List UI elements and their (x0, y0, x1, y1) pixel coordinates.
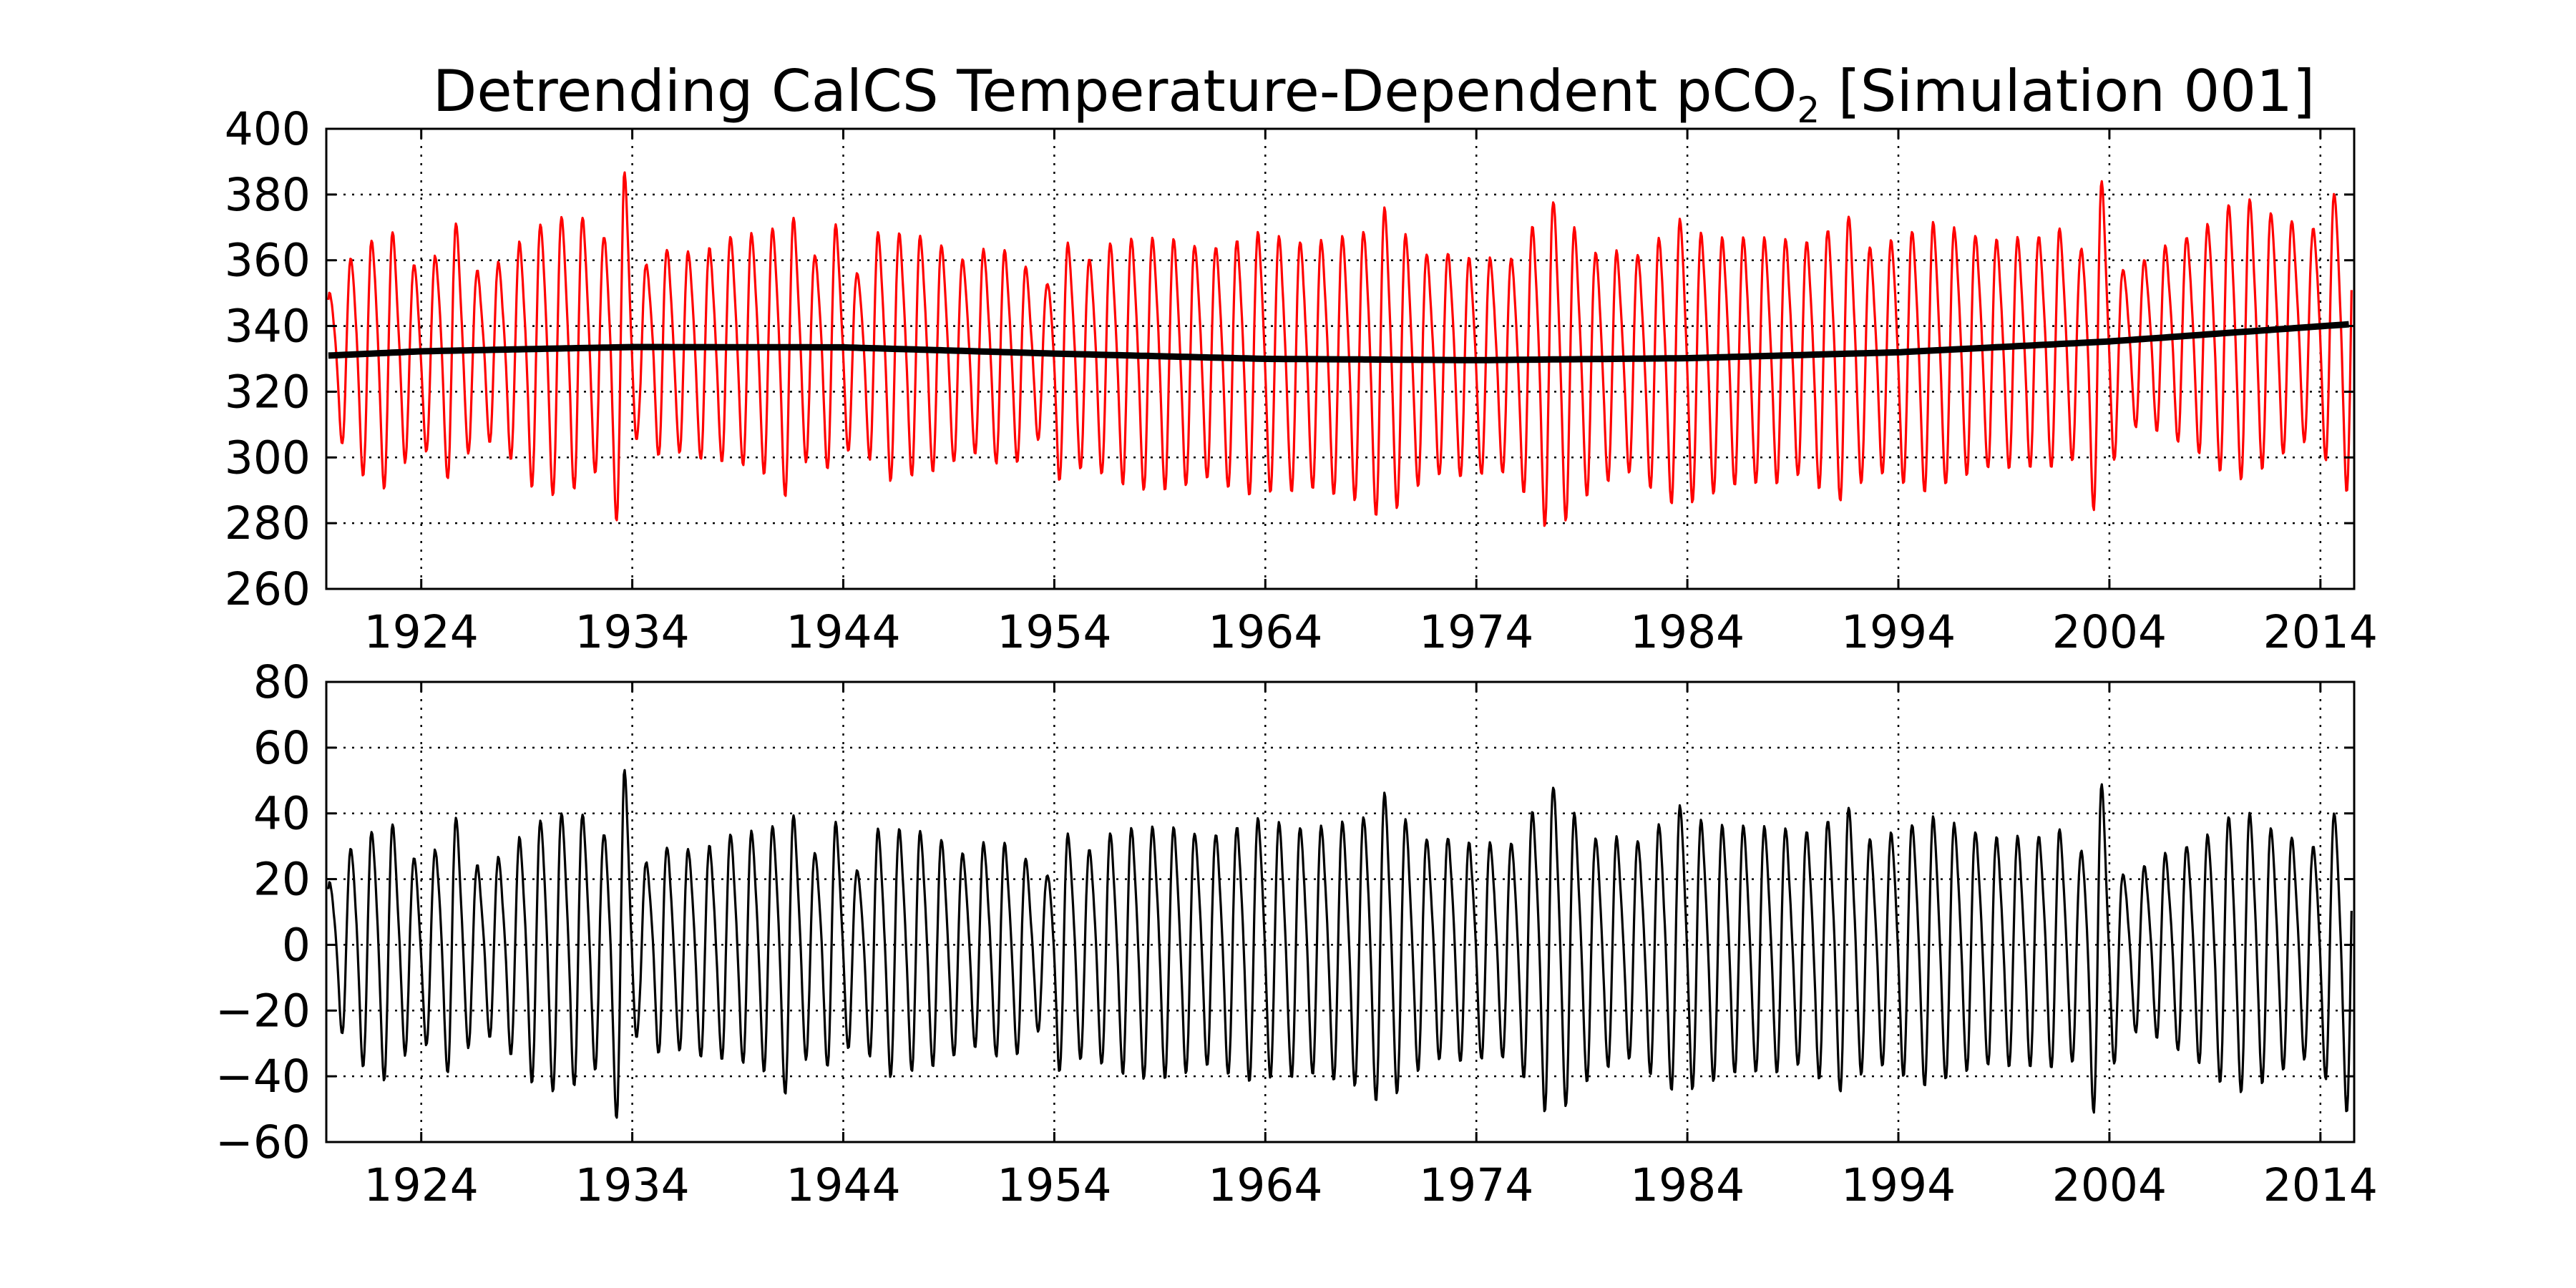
top-y-tick-label: 260 (225, 563, 311, 615)
bottom-y-tick-label: 40 (253, 788, 311, 840)
top-y-tick-label: 360 (225, 235, 311, 287)
bottom-x-tick-label: 1964 (1208, 1159, 1322, 1211)
top-plot-frame (325, 127, 2356, 590)
top-panel: 1924 1934 1944 1954 1964 1974 1984 1994 2004 2014… (225, 103, 2378, 658)
bottom-series-line-0 (327, 769, 2353, 1119)
bottom-x-tick-label: 1924 (364, 1159, 479, 1211)
bottom-x-tick-label: 2004 (2052, 1159, 2167, 1211)
top-x-tick-label: 1964 (1208, 606, 1322, 658)
top-x-tick-label: 1974 (1419, 606, 1533, 658)
bottom-y-tick-label: 80 (253, 656, 311, 708)
top-series-line-1 (328, 321, 2349, 364)
top-y-tick-label: 300 (225, 431, 311, 484)
bottom-y-tick-label: 0 (282, 919, 311, 971)
bottom-panel: 1924 1934 1944 1954 1964 1974 1984 1994 2004 2014… (215, 656, 2378, 1211)
top-x-tick-label: 1934 (575, 606, 689, 658)
top-y-tick-label: 400 (225, 103, 311, 155)
bottom-y-tick-label: −20 (215, 985, 311, 1037)
chart-title-subscript: 2 (1797, 89, 1820, 131)
top-x-tick-label: 1944 (786, 606, 900, 658)
top-x-tick-label: 2004 (2052, 606, 2167, 658)
bottom-x-tick-label: 1974 (1419, 1159, 1533, 1211)
top-y-tick-label: 280 (225, 497, 311, 550)
chart-title-main: Detrending CalCS Temperature-Dependent p… (433, 58, 1797, 125)
bottom-y-tick-label: −60 (215, 1116, 311, 1169)
top-y-tick-label: 320 (225, 366, 311, 418)
bottom-x-tick-label: 1954 (997, 1159, 1111, 1211)
bottom-x-tick-label: 1934 (575, 1159, 689, 1211)
top-x-tick-label: 1984 (1630, 606, 1745, 658)
bottom-x-tick-label: 1994 (1841, 1159, 1956, 1211)
top-y-tick-label: 340 (225, 301, 311, 353)
top-x-tick-label: 1994 (1841, 606, 1956, 658)
chart-title: Detrending CalCS Temperature-Dependent p… (433, 58, 2316, 131)
bottom-y-tick-label: −40 (215, 1050, 311, 1103)
top-y-tick-label: 380 (225, 169, 311, 221)
bottom-y-tick-label: 60 (253, 722, 311, 774)
bottom-x-tick-label: 1944 (786, 1159, 900, 1211)
bottom-plot-frame (325, 680, 2356, 1143)
top-x-tick-label: 1954 (997, 606, 1111, 658)
top-series-line-0 (327, 171, 2353, 527)
chart-title-suffix: [Simulation 001] (1820, 58, 2315, 125)
top-x-tick-label: 1924 (364, 606, 479, 658)
bottom-y-tick-label: 20 (253, 854, 311, 906)
bottom-x-tick-label: 2014 (2263, 1159, 2378, 1211)
bottom-x-tick-label: 1984 (1630, 1159, 1745, 1211)
top-x-tick-label: 2014 (2263, 606, 2378, 658)
